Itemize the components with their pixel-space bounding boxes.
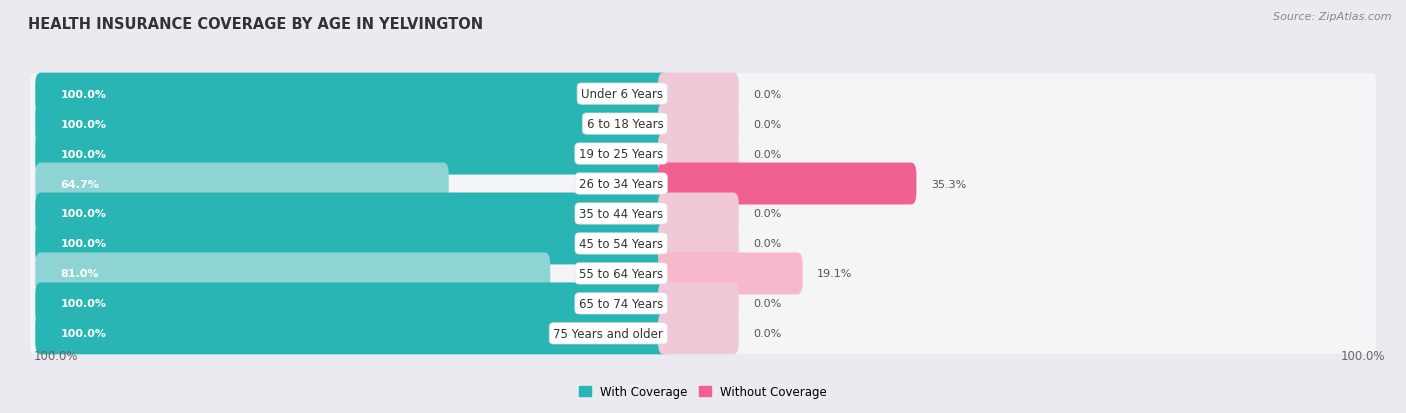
FancyBboxPatch shape	[658, 253, 803, 295]
Text: 0.0%: 0.0%	[754, 329, 782, 339]
Text: 19.1%: 19.1%	[817, 269, 852, 279]
FancyBboxPatch shape	[35, 313, 669, 354]
FancyBboxPatch shape	[658, 133, 738, 175]
Text: 0.0%: 0.0%	[754, 89, 782, 100]
Text: HEALTH INSURANCE COVERAGE BY AGE IN YELVINGTON: HEALTH INSURANCE COVERAGE BY AGE IN YELV…	[28, 17, 484, 31]
Text: 100.0%: 100.0%	[60, 119, 107, 129]
FancyBboxPatch shape	[35, 283, 669, 325]
FancyBboxPatch shape	[35, 74, 669, 115]
Text: Under 6 Years: Under 6 Years	[581, 88, 664, 101]
FancyBboxPatch shape	[35, 103, 669, 145]
FancyBboxPatch shape	[658, 103, 738, 145]
Text: 100.0%: 100.0%	[34, 349, 79, 363]
FancyBboxPatch shape	[658, 74, 738, 115]
FancyBboxPatch shape	[30, 104, 1376, 145]
Text: 100.0%: 100.0%	[1341, 349, 1385, 363]
FancyBboxPatch shape	[30, 164, 1376, 204]
Text: 45 to 54 Years: 45 to 54 Years	[579, 237, 664, 250]
FancyBboxPatch shape	[30, 283, 1376, 324]
Text: 100.0%: 100.0%	[60, 299, 107, 309]
FancyBboxPatch shape	[30, 194, 1376, 234]
Text: 0.0%: 0.0%	[754, 119, 782, 129]
FancyBboxPatch shape	[658, 163, 917, 205]
Text: 100.0%: 100.0%	[60, 89, 107, 100]
FancyBboxPatch shape	[30, 313, 1376, 354]
Text: 0.0%: 0.0%	[754, 239, 782, 249]
Text: 100.0%: 100.0%	[60, 209, 107, 219]
Text: 19 to 25 Years: 19 to 25 Years	[579, 148, 664, 161]
FancyBboxPatch shape	[658, 223, 738, 265]
Legend: With Coverage, Without Coverage: With Coverage, Without Coverage	[579, 385, 827, 399]
Text: 100.0%: 100.0%	[60, 149, 107, 159]
FancyBboxPatch shape	[30, 74, 1376, 115]
Text: 75 Years and older: 75 Years and older	[554, 327, 664, 340]
FancyBboxPatch shape	[30, 223, 1376, 264]
Text: 55 to 64 Years: 55 to 64 Years	[579, 267, 664, 280]
Text: Source: ZipAtlas.com: Source: ZipAtlas.com	[1274, 12, 1392, 22]
Text: 6 to 18 Years: 6 to 18 Years	[586, 118, 664, 131]
FancyBboxPatch shape	[30, 134, 1376, 175]
Text: 0.0%: 0.0%	[754, 209, 782, 219]
FancyBboxPatch shape	[35, 133, 669, 175]
Text: 35.3%: 35.3%	[931, 179, 966, 189]
FancyBboxPatch shape	[658, 313, 738, 354]
Text: 100.0%: 100.0%	[60, 329, 107, 339]
FancyBboxPatch shape	[658, 283, 738, 325]
Text: 35 to 44 Years: 35 to 44 Years	[579, 207, 664, 221]
Text: 26 to 34 Years: 26 to 34 Years	[579, 178, 664, 190]
Text: 0.0%: 0.0%	[754, 299, 782, 309]
FancyBboxPatch shape	[658, 193, 738, 235]
Text: 0.0%: 0.0%	[754, 149, 782, 159]
FancyBboxPatch shape	[35, 223, 669, 265]
Text: 65 to 74 Years: 65 to 74 Years	[579, 297, 664, 310]
Text: 100.0%: 100.0%	[60, 239, 107, 249]
FancyBboxPatch shape	[30, 254, 1376, 294]
FancyBboxPatch shape	[35, 163, 449, 205]
FancyBboxPatch shape	[35, 253, 550, 295]
FancyBboxPatch shape	[35, 193, 669, 235]
Text: 81.0%: 81.0%	[60, 269, 98, 279]
Text: 64.7%: 64.7%	[60, 179, 100, 189]
